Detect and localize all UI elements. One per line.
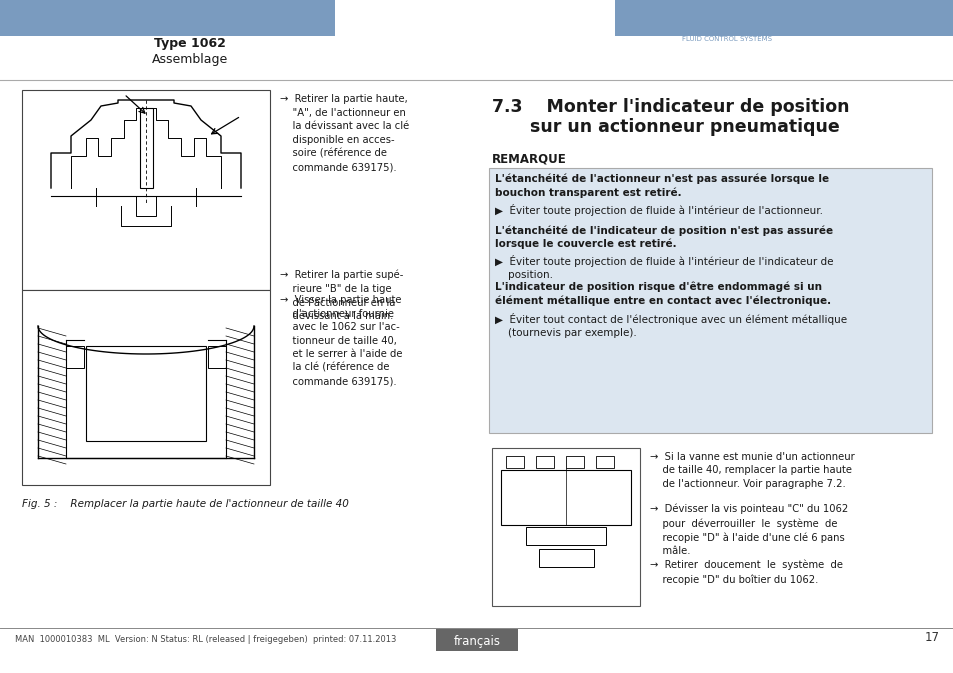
Text: →  Visser la partie haute
    d'actionneur fournie
    avec le 1062 sur l'ac-
  : → Visser la partie haute d'actionneur fo… [280, 295, 402, 386]
Bar [536, 456, 554, 468]
Text: ▶  Éviter toute projection de fluide à l'intérieur de l'indicateur de
    positi: ▶ Éviter toute projection de fluide à l'… [495, 255, 833, 280]
Bar [525, 527, 605, 545]
Bar [700, 9, 706, 16]
Bar [136, 196, 156, 216]
Text: →  Si la vanne est munie d'un actionneur
    de taille 40, remplacer la partie h: → Si la vanne est munie d'un actionneur … [649, 452, 854, 489]
Text: MAN  1000010383  ML  Version: N Status: RL (released | freigegeben)  printed: 07: MAN 1000010383 ML Version: N Status: RL … [15, 635, 395, 644]
Bar [86, 346, 206, 441]
Text: bürkert: bürkert [679, 11, 761, 30]
Bar [0, 0, 335, 36]
Bar [436, 629, 517, 651]
Bar [596, 456, 614, 468]
Text: ▶  Éviter toute projection de fluide à l'intérieur de l'actionneur.: ▶ Éviter toute projection de fluide à l'… [495, 204, 822, 216]
Bar [565, 456, 583, 468]
Text: 7.3    Monter l'indicateur de position: 7.3 Monter l'indicateur de position [492, 98, 848, 116]
Text: L'indicateur de position risque d'être endommagé si un
élément métallique entre : L'indicateur de position risque d'être e… [495, 282, 830, 306]
Text: ▶  Éviter tout contact de l'électronique avec un élément métallique
    (tournev: ▶ Éviter tout contact de l'électronique … [495, 313, 846, 338]
Text: →  Retirer la partie haute,
    "A", de l'actionneur en
    la dévissant avec la: → Retirer la partie haute, "A", de l'act… [280, 94, 409, 172]
Bar [689, 9, 697, 16]
Text: 17: 17 [924, 631, 939, 644]
Text: Fig. 5 :    Remplacer la partie haute de l'actionneur de taille 40: Fig. 5 : Remplacer la partie haute de l'… [22, 499, 349, 509]
Bar [22, 290, 270, 485]
Text: Assemblage: Assemblage [152, 53, 228, 66]
Text: L'étanchéité de l'actionneur n'est pas assurée lorsque le
bouchon transparent es: L'étanchéité de l'actionneur n'est pas a… [495, 174, 828, 198]
Text: →  Dévisser la vis pointeau "C" du 1062
    pour  déverrouiller  le  système  de: → Dévisser la vis pointeau "C" du 1062 p… [649, 504, 847, 556]
Text: →  Retirer la partie supé-
    rieure "B" de la tige
    de l'actionneur en la
 : → Retirer la partie supé- rieure "B" de … [280, 270, 403, 321]
Bar [615, 0, 953, 36]
Text: Type 1062: Type 1062 [153, 37, 226, 50]
Text: FLUID CONTROL SYSTEMS: FLUID CONTROL SYSTEMS [681, 36, 771, 42]
Bar [489, 168, 931, 433]
Bar [500, 470, 630, 525]
Bar [140, 108, 152, 188]
Bar [208, 346, 226, 368]
Bar [679, 9, 686, 16]
Bar [538, 549, 594, 567]
Bar [505, 456, 523, 468]
Bar [22, 90, 270, 290]
Bar [492, 448, 639, 606]
Text: français: français [453, 635, 500, 647]
Text: L'étanchéité de l'indicateur de position n'est pas assurée
lorsque le couvercle : L'étanchéité de l'indicateur de position… [495, 225, 832, 249]
Text: →  Retirer  doucement  le  système  de
    recopie "D" du boîtier du 1062.: → Retirer doucement le système de recopi… [649, 560, 842, 585]
Text: REMARQUE: REMARQUE [492, 152, 566, 165]
Bar [66, 346, 84, 368]
Text: sur un actionneur pneumatique: sur un actionneur pneumatique [530, 118, 839, 136]
